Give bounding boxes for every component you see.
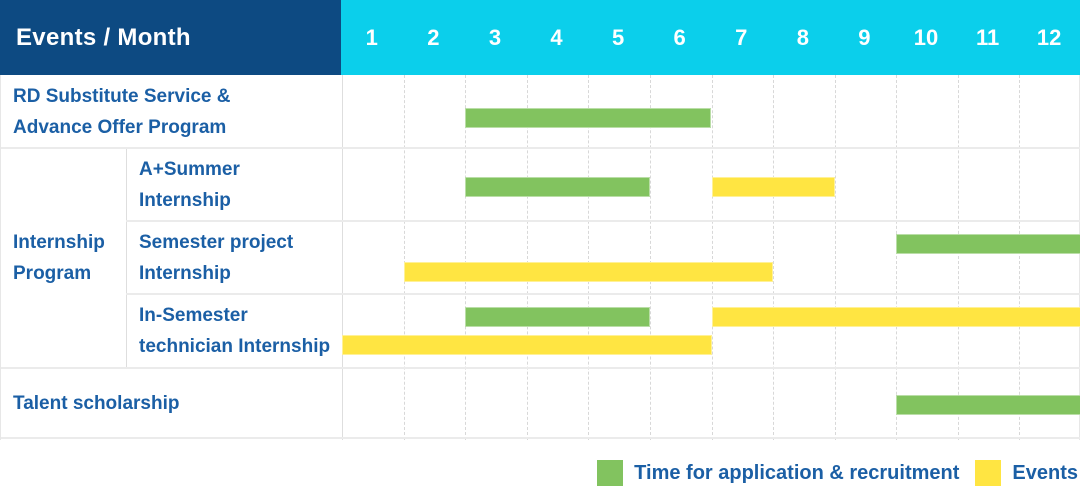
page-title: Events / Month [16,23,191,51]
month-gridline [896,75,898,440]
month-gridline [649,75,651,440]
row-label-a_plus_summer: A+Summer Internship [139,158,240,211]
month-gridline [526,75,528,440]
month-label: 12 [1036,24,1062,50]
legend-label-event: Events [1012,461,1078,484]
bar-application-a_plus_summer [465,177,650,197]
month-label: 1 [365,24,378,50]
bar-event-a_plus_summer [711,177,835,197]
month-label: 3 [488,24,502,50]
month-label: 5 [611,24,625,50]
group-subcolumn-divider [126,148,127,368]
month-label: 4 [550,24,563,50]
row-separator [1,367,1080,369]
month-gridline [465,75,467,440]
row-separator [126,293,1080,295]
month-label: 6 [673,24,686,50]
row-separator [1,147,1080,149]
bar-event-in_semester_technician [711,307,1080,327]
row-label-semester_project: Semester project Internship [139,231,294,284]
table-corner-header: Events / Month [0,0,341,75]
bar-application-talent_scholarship [896,395,1080,415]
legend-label-application: Time for application & recruitment [634,461,960,484]
month-label: 7 [735,24,748,50]
row-label-in_semester_technician: In-Semester technician Internship [139,305,331,357]
month-label: 9 [858,24,871,50]
bar-event-in_semester_technician [342,335,712,355]
row-label-rd_substitute: RD Substitute Service & Advance Offer Pr… [13,85,231,138]
month-gridline [588,75,590,440]
month-label: 10 [913,24,939,50]
bar-event-semester_project [403,262,774,282]
table-bottom-border [1,437,1080,439]
bar-application-in_semester_technician [465,307,650,327]
month-gridline [1019,75,1021,440]
month-gridline [957,75,959,440]
group-label-internship-program: Internship Program [13,232,105,284]
legend: Time for application & recruitment Event… [597,459,1078,487]
bar-application-semester_project [896,234,1080,254]
month-label: 2 [427,24,440,50]
month-gridline [834,75,836,440]
month-header-row: 1 2 3 4 5 6 7 8 9 10 11 12 [341,0,1080,75]
month-gridline [711,75,713,440]
row-label-talent_scholarship: Talent scholarship [13,392,180,414]
row-separator [126,220,1080,222]
legend-swatch-event [975,460,1002,486]
month-gridline [403,75,405,440]
bar-application-rd_substitute [465,108,712,128]
chart-body: RD Substitute Service & Advance Offer Pr… [0,75,1080,440]
label-column-divider [342,75,343,440]
month-label: 11 [975,24,1000,50]
month-label: 8 [796,24,809,50]
month-gridline [773,75,775,440]
legend-swatch-application [597,460,624,486]
